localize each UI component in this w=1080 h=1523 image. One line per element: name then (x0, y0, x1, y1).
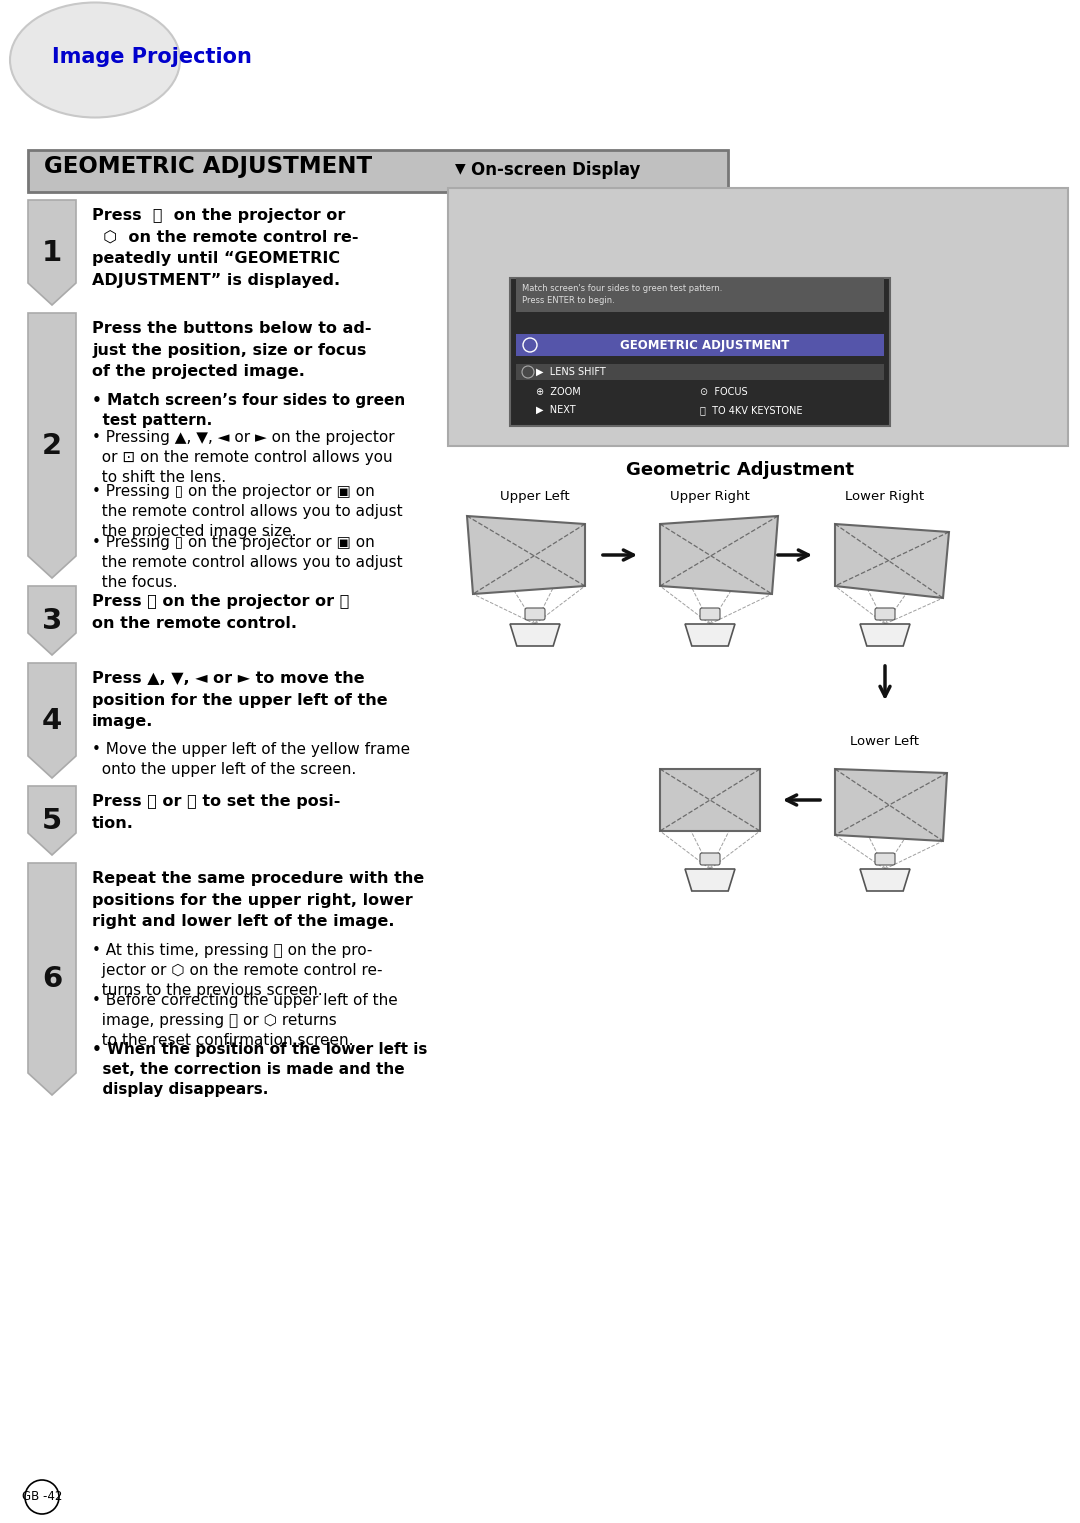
Text: 3: 3 (42, 606, 63, 635)
Polygon shape (28, 663, 76, 778)
Polygon shape (467, 516, 585, 594)
Text: ▼: ▼ (455, 161, 465, 175)
Text: Press the buttons below to ad-
just the position, size or focus
of the projected: Press the buttons below to ad- just the … (92, 321, 372, 379)
Polygon shape (660, 516, 778, 594)
Text: 5: 5 (42, 807, 62, 835)
Text: ▶  LENS SHIFT: ▶ LENS SHIFT (536, 367, 606, 378)
Text: 4: 4 (42, 707, 63, 734)
Polygon shape (510, 624, 559, 646)
Text: Lower Right: Lower Right (846, 490, 924, 503)
Polygon shape (835, 769, 947, 841)
Polygon shape (685, 870, 735, 891)
Polygon shape (685, 624, 735, 646)
Text: GEOMETRIC ADJUSTMENT: GEOMETRIC ADJUSTMENT (620, 338, 789, 352)
Text: • Match screen’s four sides to green
  test pattern.: • Match screen’s four sides to green tes… (92, 393, 405, 428)
Text: ⓔ  TO 4KV KEYSTONE: ⓔ TO 4KV KEYSTONE (700, 405, 802, 414)
Text: Upper Right: Upper Right (670, 490, 750, 503)
Text: 2: 2 (42, 431, 62, 460)
Text: ⊙  FOCUS: ⊙ FOCUS (700, 387, 747, 398)
Text: GEOMETRIC ADJUSTMENT: GEOMETRIC ADJUSTMENT (44, 154, 373, 178)
Polygon shape (860, 624, 910, 646)
FancyBboxPatch shape (448, 187, 1068, 446)
Text: Upper Left: Upper Left (500, 490, 570, 503)
Text: Press ⓔ on the projector or ⓔ
on the remote control.: Press ⓔ on the projector or ⓔ on the rem… (92, 594, 349, 631)
FancyBboxPatch shape (700, 853, 720, 865)
Polygon shape (660, 769, 760, 832)
Text: • Pressing ▯ on the projector or ▣ on
  the remote control allows you to adjust
: • Pressing ▯ on the projector or ▣ on th… (92, 484, 403, 539)
Text: Press  Ⓙ  on the projector or
  ⬡  on the remote control re-
peatedly until “GEO: Press Ⓙ on the projector or ⬡ on the rem… (92, 209, 359, 288)
Text: ⊕  ZOOM: ⊕ ZOOM (536, 387, 581, 398)
Text: Image Projection: Image Projection (52, 47, 252, 67)
Polygon shape (28, 786, 76, 854)
FancyBboxPatch shape (875, 608, 895, 620)
Text: • At this time, pressing Ⓤ on the pro-
  jector or ⬡ on the remote control re-
 : • At this time, pressing Ⓤ on the pro- j… (92, 943, 382, 998)
Text: ▶  NEXT: ▶ NEXT (536, 405, 576, 414)
Text: 1: 1 (42, 239, 63, 267)
Text: • Pressing ▲, ▼, ◄ or ► on the projector
  or ⊡ on the remote control allows you: • Pressing ▲, ▼, ◄ or ► on the projector… (92, 429, 394, 484)
FancyBboxPatch shape (516, 279, 885, 312)
Text: Press ▲, ▼, ◄ or ► to move the
position for the upper left of the
image.: Press ▲, ▼, ◄ or ► to move the position … (92, 672, 388, 730)
Polygon shape (860, 870, 910, 891)
Ellipse shape (10, 3, 180, 117)
Text: Match screen's four sides to green test pattern.: Match screen's four sides to green test … (522, 283, 723, 292)
FancyBboxPatch shape (516, 364, 885, 381)
Text: • Before correcting the upper left of the
  image, pressing Ⓤ or ⬡ returns
  to : • Before correcting the upper left of th… (92, 993, 397, 1048)
Text: GB -42: GB -42 (22, 1491, 63, 1503)
Text: 6: 6 (42, 966, 63, 993)
FancyBboxPatch shape (510, 279, 890, 426)
Text: • When the position of the lower left is
  set, the correction is made and the
 : • When the position of the lower left is… (92, 1042, 428, 1097)
FancyBboxPatch shape (875, 853, 895, 865)
Text: Lower Left: Lower Left (851, 736, 919, 748)
FancyBboxPatch shape (700, 608, 720, 620)
Text: Press ⓔ or ⓔ to set the posi-
tion.: Press ⓔ or ⓔ to set the posi- tion. (92, 793, 340, 830)
FancyBboxPatch shape (525, 608, 545, 620)
FancyBboxPatch shape (516, 334, 885, 356)
Text: Press ENTER to begin.: Press ENTER to begin. (522, 295, 615, 305)
Polygon shape (28, 586, 76, 655)
Text: • Pressing ▯ on the projector or ▣ on
  the remote control allows you to adjust
: • Pressing ▯ on the projector or ▣ on th… (92, 535, 403, 589)
Polygon shape (28, 200, 76, 305)
FancyBboxPatch shape (28, 149, 728, 192)
Polygon shape (835, 524, 949, 599)
Text: Repeat the same procedure with the
positions for the upper right, lower
right an: Repeat the same procedure with the posit… (92, 871, 424, 929)
Text: On-screen Display: On-screen Display (471, 161, 640, 180)
Polygon shape (28, 314, 76, 579)
Polygon shape (28, 864, 76, 1095)
Text: • Move the upper left of the yellow frame
  onto the upper left of the screen.: • Move the upper left of the yellow fram… (92, 742, 410, 777)
Text: Geometric Adjustment: Geometric Adjustment (626, 461, 854, 480)
